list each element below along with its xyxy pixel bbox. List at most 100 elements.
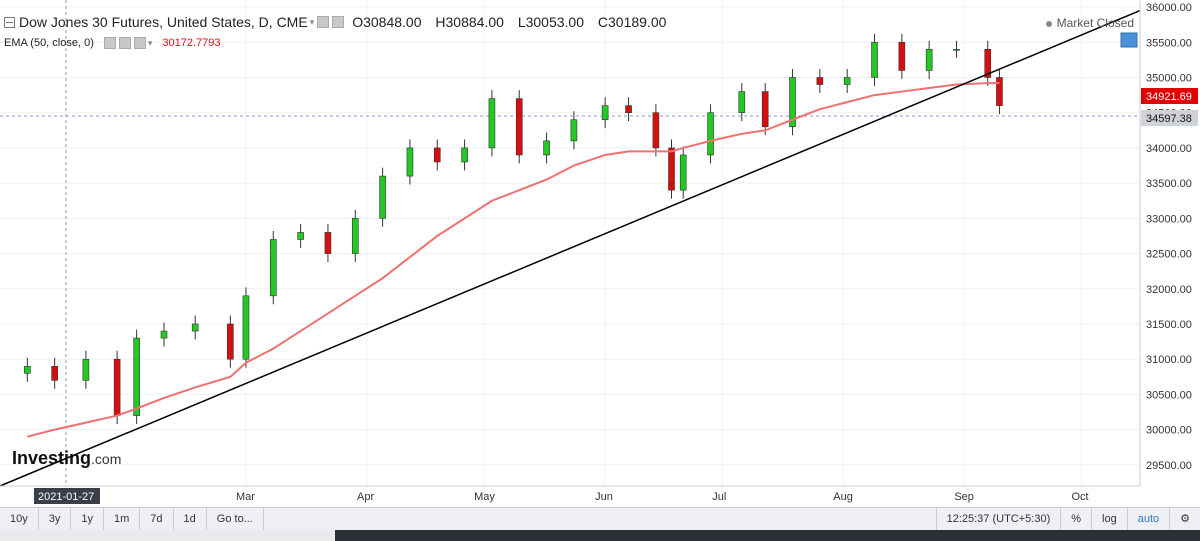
x-tick-label: Oct	[1071, 491, 1088, 503]
y-tick-label: 31500.00	[1146, 319, 1192, 331]
x-tick-label: Sep	[954, 491, 974, 503]
candle-body	[816, 77, 824, 85]
candle-body	[761, 91, 769, 128]
x-tick-label: Apr	[357, 491, 374, 503]
settings-icon[interactable]	[103, 37, 116, 49]
range-1m-button[interactable]: 1m	[104, 508, 141, 530]
y-tick-label: 33500.00	[1146, 178, 1192, 190]
candle-body	[707, 112, 714, 156]
x-tick-label: Mar	[236, 491, 255, 503]
range-1y-button[interactable]: 1y	[71, 508, 104, 530]
candle-body	[625, 105, 632, 113]
taskbar	[0, 530, 1200, 541]
y-tick-label: 34000.00	[1146, 143, 1192, 155]
high-value: H30884.00	[435, 14, 504, 30]
range-7d-button[interactable]: 7d	[140, 508, 174, 530]
status-dot-icon	[1045, 20, 1052, 27]
ema-price-label: 34921.69	[1141, 88, 1198, 104]
candle-body	[668, 147, 675, 191]
chevron-down-icon[interactable]: ▾	[309, 16, 315, 27]
y-tick-label: 30500.00	[1146, 389, 1192, 401]
price-chart[interactable]: 29500.00 30000.00 30500.00 31000.00 31500.00…	[0, 0, 1200, 507]
date-crosshair-text: 2021-01-27	[38, 491, 94, 503]
close-icon[interactable]	[133, 37, 146, 49]
ohlc-values: O30848.00 H30884.00 L30053.00 C30189.00	[352, 14, 676, 30]
low-value: L30053.00	[517, 14, 584, 30]
close-value: C30189.00	[597, 14, 667, 30]
candle-body	[269, 239, 277, 297]
range-3y-button[interactable]: 3y	[39, 508, 72, 530]
goto-button[interactable]: Go to...	[207, 508, 264, 530]
candle-body	[570, 119, 578, 142]
candle-body	[898, 41, 906, 71]
x-tick-label: Jul	[712, 491, 726, 503]
candle-body	[133, 337, 140, 416]
x-tick-label: Jun	[595, 491, 613, 503]
visibility-icon[interactable]	[332, 16, 345, 28]
gear-icon[interactable]: ⚙	[1169, 508, 1200, 530]
ema-price-text: 34921.69	[1146, 91, 1192, 103]
candle-body	[324, 232, 332, 254]
price-axis: 29500.00 30000.00 30500.00 31000.00 31500.00…	[1146, 2, 1192, 472]
candle-body	[871, 41, 878, 78]
bottom-toolbar: 10y 3y 1y 1m 7d 1d Go to... 12:25:37 (UT…	[0, 507, 1200, 530]
candle-body	[160, 330, 168, 339]
indicator-legend: EMA (50, close, 0) ▾ 30172.7793	[4, 37, 221, 49]
x-tick-label: May	[474, 491, 495, 503]
candle-body	[984, 49, 992, 78]
candle-body	[227, 323, 234, 360]
visibility-icon[interactable]	[118, 37, 131, 49]
candle-body	[652, 112, 660, 149]
settings-icon[interactable]	[317, 16, 330, 28]
candle-body	[843, 77, 851, 85]
candle-body	[738, 91, 746, 113]
candle-body	[543, 140, 550, 156]
time-axis: Mar Apr May Jun Jul Aug Sep Oct	[236, 491, 1089, 503]
percent-button[interactable]: %	[1060, 508, 1091, 530]
candle-body	[297, 232, 304, 240]
candle-body	[515, 98, 523, 156]
y-tick-label: 35500.00	[1146, 37, 1192, 49]
candle-body	[953, 49, 960, 51]
auto-button[interactable]: auto	[1126, 508, 1169, 530]
y-tick-label: 31000.00	[1146, 354, 1192, 366]
indicator-name: EMA (50, close, 0)	[4, 37, 94, 49]
log-button[interactable]: log	[1091, 508, 1127, 530]
last-price-text: 34597.38	[1146, 113, 1192, 125]
y-tick-label: 29500.00	[1146, 460, 1192, 472]
candle-body	[996, 77, 1003, 106]
trendline-handle[interactable]	[1120, 32, 1138, 48]
candle-body	[925, 49, 933, 71]
x-tick-label: Aug	[833, 491, 853, 503]
candle-body	[789, 77, 796, 128]
grid	[0, 0, 1140, 486]
candle-body	[461, 147, 468, 163]
open-value: O30848.00	[352, 14, 422, 30]
date-crosshair-label: 2021-01-27	[34, 488, 100, 504]
candle-body	[406, 147, 414, 177]
ema-line	[27, 81, 1000, 438]
candle-body	[24, 365, 31, 374]
y-tick-label: 35000.00	[1146, 72, 1192, 84]
candle-body	[601, 105, 609, 121]
candle-body	[191, 323, 199, 332]
chevron-down-icon[interactable]: ▾	[147, 37, 153, 48]
y-tick-label: 33000.00	[1146, 213, 1192, 225]
indicator-value: 30172.7793	[162, 37, 221, 49]
candle-body	[679, 154, 687, 191]
y-tick-label: 32500.00	[1146, 249, 1192, 261]
investing-logo: Investing.com	[12, 448, 122, 468]
last-price-label: 34597.38	[1141, 110, 1198, 126]
candle-body	[82, 358, 90, 381]
range-10y-button[interactable]: 10y	[0, 508, 39, 530]
collapse-icon[interactable]	[4, 16, 15, 28]
candle-body	[379, 175, 386, 219]
candle-body	[113, 358, 121, 416]
market-status: Market Closed	[1045, 16, 1134, 30]
candle-body	[351, 218, 359, 254]
range-1d-button[interactable]: 1d	[174, 508, 207, 530]
candle-body	[51, 365, 58, 381]
trend-line[interactable]	[0, 9, 1141, 487]
y-tick-label: 32000.00	[1146, 284, 1192, 296]
